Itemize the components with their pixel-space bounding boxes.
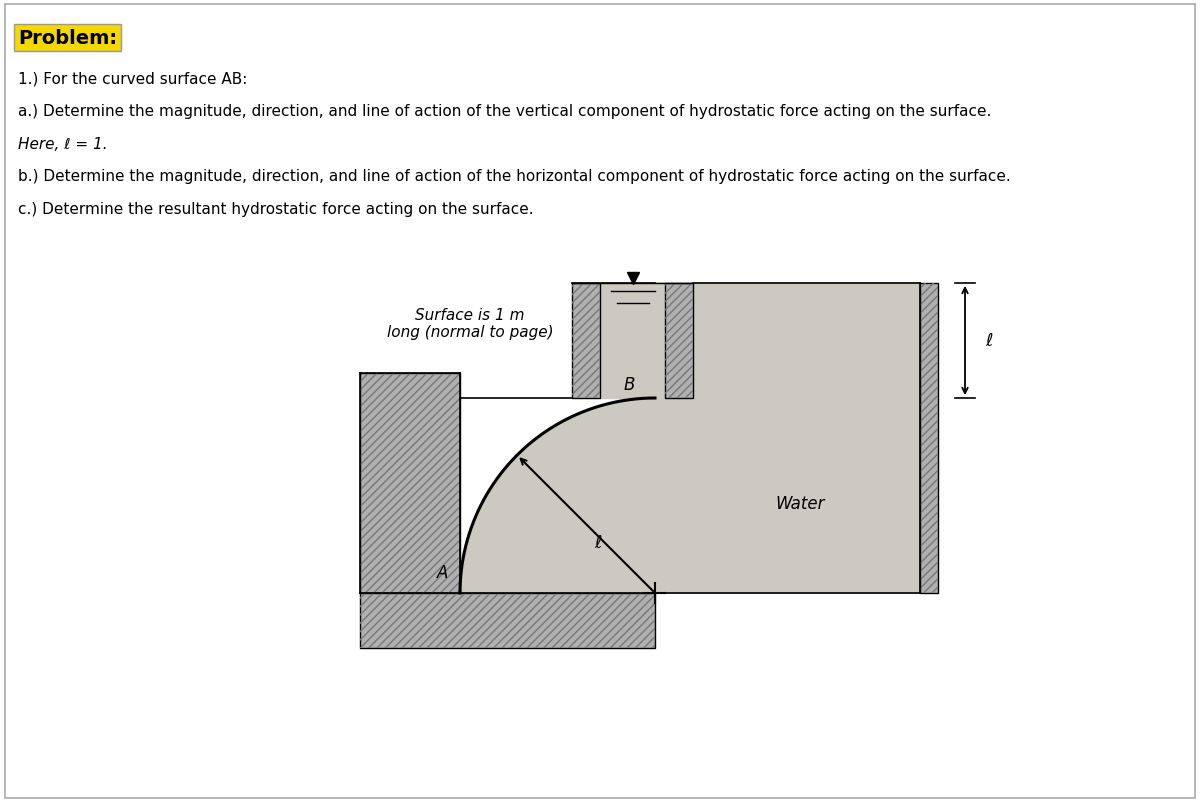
Polygon shape [600, 283, 665, 398]
Text: B: B [624, 376, 635, 393]
Polygon shape [460, 283, 920, 593]
Bar [665, 283, 694, 398]
Text: ℓ: ℓ [594, 533, 601, 552]
Bar [360, 373, 460, 593]
Bar [920, 283, 938, 593]
Text: Problem:: Problem: [18, 29, 118, 48]
Text: ℓ: ℓ [985, 332, 992, 350]
Text: Here, ℓ = 1.: Here, ℓ = 1. [18, 137, 108, 152]
Bar [920, 283, 938, 593]
Text: A: A [437, 563, 448, 581]
Text: 1.) For the curved surface AB:: 1.) For the curved surface AB: [18, 72, 247, 87]
Text: Water: Water [775, 495, 824, 512]
Bar [572, 283, 600, 398]
Text: c.) Determine the resultant hydrostatic force acting on the surface.: c.) Determine the resultant hydrostatic … [18, 202, 534, 217]
Text: a.) Determine the magnitude, direction, and line of action of the vertical compo: a.) Determine the magnitude, direction, … [18, 104, 991, 119]
Bar [360, 593, 655, 648]
Bar [360, 593, 655, 648]
Text: Surface is 1 m
long (normal to page): Surface is 1 m long (normal to page) [386, 308, 553, 340]
Text: b.) Determine the magnitude, direction, and line of action of the horizontal com: b.) Determine the magnitude, direction, … [18, 169, 1010, 184]
Bar [572, 283, 600, 398]
Bar [665, 283, 694, 398]
Bar [360, 373, 460, 593]
